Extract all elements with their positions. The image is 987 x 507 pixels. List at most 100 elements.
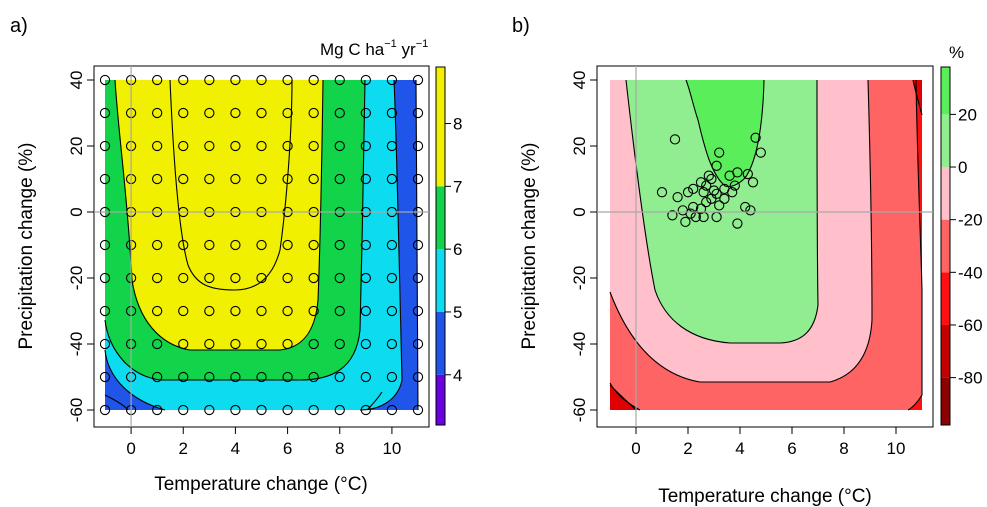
panel-a-grid-point — [334, 272, 345, 284]
panel-a-xlabel: Temperature change (°C) — [154, 474, 368, 495]
panel-a-grid-point — [256, 404, 267, 416]
panel-b-ytick-label: -40 — [570, 332, 589, 357]
panel-a-grid-point — [412, 272, 424, 284]
panel-a-grid-point — [152, 107, 163, 119]
panel-a-grid-point — [99, 338, 111, 350]
panel-a-grid-point — [412, 74, 424, 86]
panel-a-grid-point — [99, 107, 111, 119]
panel-a-label: a) — [10, 15, 28, 37]
panel-a-grid-point — [386, 272, 398, 284]
panel-b-ytick-label: -20 — [570, 266, 589, 291]
panel-a-grid-point — [334, 338, 345, 350]
panel-b-scatter-point — [698, 187, 709, 198]
panel-a-grid-point — [230, 371, 241, 383]
panel-b-xtick-label: 2 — [683, 439, 692, 458]
panel-b-ytick-label: 0 — [570, 207, 589, 216]
panel-b-contour-lines — [609, 79, 923, 411]
panel-b-scatter-point — [703, 170, 714, 181]
panel-b-label: b) — [512, 15, 530, 37]
panel-a-grid-point — [178, 305, 189, 317]
panel-a-grid-point — [152, 338, 163, 350]
panel-a-grid-point — [256, 74, 267, 86]
panel-b-colorbar-label: -40 — [958, 263, 983, 282]
panel-a-grid-point — [386, 305, 398, 317]
panel-b-xtick-label: 6 — [787, 439, 796, 458]
panel-a-grid-point — [334, 305, 345, 317]
panel-b-colorbar-label: -60 — [958, 316, 983, 335]
panel-a-colorbar-band — [436, 311, 445, 375]
panel-a-grid-point — [386, 404, 398, 416]
panel-b-ylabel: Precipitation change (%) — [519, 143, 540, 350]
panel-a-grid-point — [412, 371, 424, 383]
panel-b-colorbar-band — [941, 324, 950, 378]
panel-a-grid-point — [412, 404, 424, 416]
panel-a-grid-point — [386, 140, 398, 152]
panel-a-grid-point — [386, 173, 398, 185]
panel-a-grid-point — [256, 239, 267, 251]
panel-b-scatter-point — [729, 180, 740, 191]
panel-a-colorbar-label: 5 — [453, 303, 462, 322]
panel-a-colorbar-band — [436, 249, 445, 312]
panel-a-colorbar-frame — [435, 66, 446, 426]
panel-a-grid-point — [282, 305, 293, 317]
panel-b-region-20-plus — [686, 80, 764, 187]
panel-b-ytick-label: 20 — [570, 137, 589, 156]
panel-a-grid-point — [360, 140, 371, 152]
panel-a-grid-point — [334, 173, 345, 185]
panel-a: a) 0 2 4 6 8 10 -60 -40 -20 0 20 40 Temperature cha… — [10, 15, 462, 495]
panel-a-grid-point — [256, 371, 267, 383]
panel-a-colorbar-band — [436, 67, 445, 187]
panel-b-axes: 0 2 4 6 8 10 -60 -40 -20 0 20 40 — [570, 66, 933, 458]
panel-a-ylabel: Precipitation change (%) — [16, 143, 37, 350]
panel-a-grid-point — [152, 371, 163, 383]
panel-a-axes: 0 2 4 6 8 10 -60 -40 -20 0 20 40 — [67, 66, 429, 458]
panel-b-ytick-label: -60 — [570, 398, 589, 423]
panel-a-zero-lines — [94, 66, 429, 427]
panel-a-grid-point — [386, 338, 398, 350]
panel-a-grid-point — [152, 140, 163, 152]
panel-a-grid-point — [360, 338, 371, 350]
panel-a-grid-point — [282, 173, 293, 185]
panel-a-grid-point — [412, 140, 424, 152]
panel-a-grid-point — [99, 404, 111, 416]
panel-b-colorbar-band — [941, 377, 950, 425]
panel-b-colorbar-band — [941, 167, 950, 220]
panel-a-grid-point — [282, 239, 293, 251]
panel-b-colorbar-band — [941, 67, 950, 115]
panel-a-grid-point — [282, 107, 293, 119]
panel-a-grid-point — [230, 272, 241, 284]
panel-a-xtick-label: 2 — [179, 439, 188, 458]
panel-a-ytick-label: -40 — [67, 332, 86, 357]
panel-b-scatter-point — [695, 177, 707, 188]
panel-a-grid-point — [308, 140, 319, 152]
panel-a-grid-point — [334, 107, 345, 119]
panel-b-frame — [596, 65, 934, 428]
panel-b-colorbar-unit: % — [949, 43, 964, 62]
panel-a-grid-point — [282, 404, 293, 416]
panel-a-grid-point — [256, 338, 267, 350]
panel-a-grid-point — [360, 239, 371, 251]
panel-a-grid-point — [204, 371, 215, 383]
panel-a-grid-point — [308, 107, 319, 119]
panel-a-colorbar-band — [436, 186, 445, 250]
panel-b-contour-fill — [597, 66, 933, 427]
panel-a-grid-point — [204, 305, 215, 317]
panel-a-colorbar-label: 6 — [453, 240, 462, 259]
panel-a-grid-point — [204, 272, 215, 284]
panel-a-grid-point — [360, 404, 371, 416]
panel-b-scatter-point — [701, 196, 712, 208]
panel-a-frame — [93, 65, 430, 428]
panel-b-zero-lines — [597, 66, 933, 427]
panel-a-grid-point — [386, 371, 398, 383]
panel-b-scatter-point — [714, 147, 725, 158]
panel-a-grid-point — [204, 74, 215, 86]
panel-b-scatter-point — [667, 210, 678, 221]
panel-a-grid-point — [308, 272, 319, 284]
panel-a-grid-point — [99, 272, 111, 284]
panel-a-grid-point — [308, 371, 319, 383]
panel-a-grid-point — [178, 239, 189, 251]
panel-a-grid-point — [178, 338, 189, 350]
panel-a-grid-point — [308, 74, 319, 86]
panel-a-grid-point — [152, 173, 163, 185]
